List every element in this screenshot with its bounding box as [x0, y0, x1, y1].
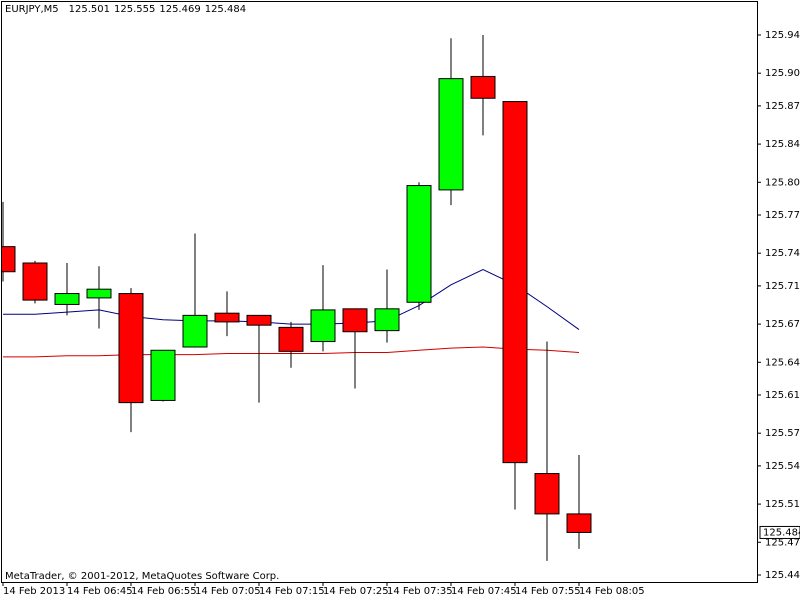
bear-body [342, 308, 368, 333]
bull-body [150, 349, 176, 401]
y-tick-label: 125.905 [765, 68, 800, 79]
y-tick-label: 125.445 [765, 570, 800, 581]
y-tick-label: 125.640 [765, 357, 800, 368]
bear-body [214, 312, 240, 323]
x-tick-label: 14 Feb 07:25 [323, 586, 389, 597]
y-tick-label: 125.545 [765, 461, 800, 472]
x-tick-label: 14 Feb 07:55 [515, 586, 581, 597]
header: EURJPY,M5 125.501 125.555 125.469 125.48… [5, 4, 246, 15]
plot-area [2, 35, 592, 561]
bull-body [86, 288, 112, 299]
bull-body [310, 309, 336, 343]
bull-body [374, 308, 400, 332]
bear-body [502, 101, 528, 464]
x-tick-label: 14 Feb 07:45 [451, 586, 517, 597]
price-label-box [759, 525, 800, 539]
y-tick-label: 125.710 [765, 281, 800, 292]
y-tick-label: 125.475 [765, 537, 800, 548]
bear-body [118, 293, 144, 404]
y-tick-label: 125.740 [765, 248, 800, 259]
high-value: 125.555 [113, 4, 156, 15]
close-value: 125.484 [204, 4, 247, 15]
bear-body [278, 326, 304, 352]
x-tick-label: 14 Feb 08:05 [579, 586, 645, 597]
x-tick-label: 14 Feb 07:05 [195, 586, 261, 597]
y-tick-label: 125.775 [765, 210, 800, 221]
y-tick-label: 125.875 [765, 101, 800, 112]
y-tick-label: 125.575 [765, 428, 800, 439]
x-tick-label: 14 Feb 07:35 [387, 586, 453, 597]
y-tick-label: 125.610 [765, 390, 800, 401]
bear-body [566, 513, 592, 533]
y-tick-label: 125.805 [765, 177, 800, 188]
bull-body [406, 185, 432, 303]
bull-body [438, 78, 464, 191]
symbol: EURJPY,M5 [5, 4, 59, 15]
copyright: MetaTrader, © 2001-2012, MetaQuotes Soft… [5, 571, 279, 582]
price-label: 125.484 [763, 527, 800, 538]
x-tick-label: 14 Feb 06:45 [67, 586, 133, 597]
x-tick-label: 14 Feb 07:15 [259, 586, 325, 597]
y-tick-label: 125.675 [765, 319, 800, 330]
x-tick-label: 14 Feb 2013 [3, 586, 65, 597]
low-value: 125.469 [159, 4, 201, 15]
bear-body [534, 473, 560, 515]
y-tick-label: 125.940 [765, 30, 800, 41]
bear-body [2, 246, 16, 273]
y-tick-label: 125.840 [765, 139, 800, 150]
bull-body [182, 314, 208, 348]
plot-frame [1, 1, 758, 583]
open-value: 125.501 [68, 4, 110, 15]
y-tick-label: 125.510 [765, 499, 800, 510]
bear-body [470, 75, 496, 99]
bear-body [22, 262, 48, 301]
bear-body [246, 314, 272, 326]
x-tick-label: 14 Feb 06:55 [131, 586, 197, 597]
bull-body [54, 293, 80, 305]
